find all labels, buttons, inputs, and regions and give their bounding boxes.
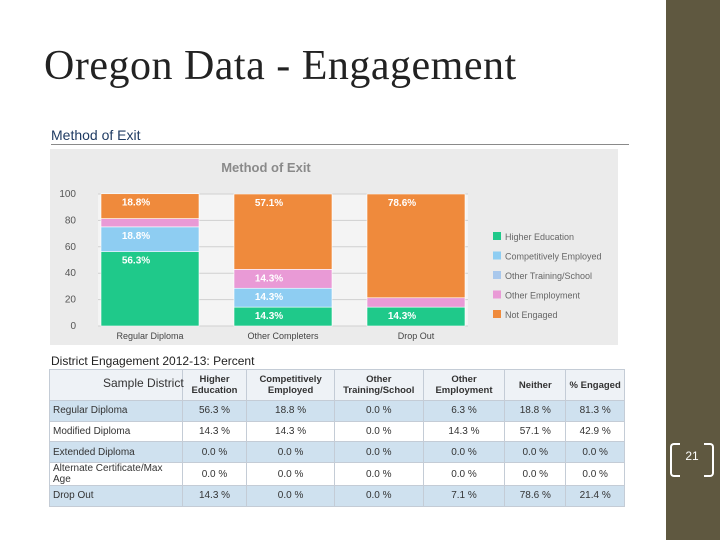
x-tick-label: Drop Out: [398, 331, 435, 341]
table-row: Extended Diploma 0.0 % 0.0 % 0.0 % 0.0 %…: [49, 441, 625, 464]
row-label: Extended Diploma: [49, 441, 183, 464]
table-cell: 18.8 %: [504, 400, 567, 422]
section-title: Method of Exit: [51, 127, 141, 143]
table-header-cell: Neither: [504, 369, 567, 401]
legend-label: Not Engaged: [505, 310, 558, 320]
table-cell: 56.3 %: [181, 400, 248, 422]
table-cell: 0.0 %: [565, 441, 625, 464]
section-divider: [51, 144, 629, 145]
table-cell: 42.9 %: [565, 420, 625, 443]
data-label: 14.3%: [255, 311, 283, 322]
y-tick-label: 80: [65, 215, 77, 226]
row-label: Alternate Certificate/Max Age: [49, 462, 183, 487]
table-cell: 0.0 %: [246, 485, 335, 507]
table-cell: 0.0 %: [422, 462, 506, 487]
table-row: Alternate Certificate/Max Age 0.0 % 0.0 …: [49, 462, 625, 487]
method-of-exit-chart: Method of Exit 0 20 40 60 80 100 56.3% 18.8% 18.8…: [59, 160, 602, 341]
data-label: 18.8%: [122, 198, 150, 209]
legend-label: Other Employment: [505, 291, 581, 301]
table-header-cell: Other Training/School: [333, 369, 424, 401]
engagement-table: Higher Education Competitively Employed …: [49, 369, 625, 507]
bar-segment: [366, 297, 466, 308]
x-tick-label: Regular Diploma: [116, 331, 183, 341]
table-cell: 0.0 %: [181, 441, 248, 464]
bracket-left-icon: [670, 443, 680, 477]
table-cell: 7.1 %: [422, 485, 506, 507]
table-header-cell: Other Employment: [422, 369, 506, 401]
data-label: 14.3%: [255, 273, 283, 284]
table-header-row: Higher Education Competitively Employed …: [49, 369, 625, 401]
table-cell: 14.3 %: [181, 420, 248, 443]
table-cell: 14.3 %: [422, 420, 506, 443]
table-cell: 81.3 %: [565, 400, 625, 422]
table-row: Regular Diploma 56.3 % 18.8 % 0.0 % 6.3 …: [49, 400, 625, 422]
data-label: 18.8%: [122, 231, 150, 242]
table-cell: 78.6 %: [504, 485, 567, 507]
table-cell: 0.0 %: [504, 462, 567, 487]
y-tick-label: 0: [70, 321, 76, 332]
table-row: Drop Out 14.3 % 0.0 % 0.0 % 7.1 % 78.6 %…: [49, 485, 625, 507]
bar-segment: [366, 193, 466, 299]
row-label: Drop Out: [49, 485, 183, 507]
bar-segment: [233, 193, 333, 270]
table-title: District Engagement 2012-13: Percent: [51, 354, 255, 368]
y-tick-label: 20: [65, 295, 77, 306]
table-cell: 0.0 %: [504, 441, 567, 464]
y-tick-label: 100: [59, 189, 76, 200]
table-header-cell: % Engaged: [565, 369, 625, 401]
data-label: 14.3%: [388, 311, 416, 322]
table-cell: 14.3 %: [181, 485, 248, 507]
table-cell: 0.0 %: [422, 441, 506, 464]
method-of-exit-figure: Method of Exit Method of Exit 0 20 40 60 80 10…: [48, 125, 630, 507]
table-cell: 57.1 %: [504, 420, 567, 443]
table-header-cell: Competitively Employed: [246, 369, 335, 401]
y-tick-label: 60: [65, 242, 77, 253]
data-label: 57.1%: [255, 198, 283, 209]
slide-side-bar: [666, 0, 720, 540]
table-cell: 0.0 %: [333, 400, 424, 422]
y-tick-label: 40: [65, 268, 77, 279]
table-header-cell: Higher Education: [181, 369, 248, 401]
bar-segment: [100, 193, 200, 219]
legend-label: Other Training/School: [505, 271, 592, 281]
legend-label: Competitively Employed: [505, 252, 602, 262]
x-tick-label: Other Completers: [247, 331, 319, 341]
table-cell: 21.4 %: [565, 485, 625, 507]
data-label: 56.3%: [122, 256, 150, 267]
legend-swatch: [493, 271, 501, 279]
sample-district-label: Sample District: [103, 376, 184, 390]
legend-label: Higher Education: [505, 232, 574, 242]
table-cell: 0.0 %: [333, 441, 424, 464]
table-cell: 14.3 %: [246, 420, 335, 443]
row-label: Regular Diploma: [49, 400, 183, 422]
legend-swatch: [493, 290, 501, 299]
table-cell: 0.0 %: [565, 462, 625, 487]
data-label: 78.6%: [388, 198, 416, 209]
table-header-corner: [49, 369, 183, 401]
chart-panel: Method of Exit 0 20 40 60 80 100 56.3% 18.8% 18.8…: [50, 149, 618, 345]
table-cell: 0.0 %: [333, 420, 424, 443]
bar-segment: [100, 218, 200, 228]
bracket-right-icon: [704, 443, 714, 477]
legend-swatch: [493, 310, 501, 318]
legend-swatch: [493, 232, 501, 240]
table-cell: 6.3 %: [422, 400, 506, 422]
data-label: 14.3%: [255, 292, 283, 303]
slide-title: Oregon Data - Engagement: [44, 43, 517, 89]
page-number-badge: 21: [670, 441, 714, 479]
table-row: Modified Diploma 14.3 % 14.3 % 0.0 % 14.…: [49, 420, 625, 443]
table-cell: 0.0 %: [246, 462, 335, 487]
legend-swatch: [493, 251, 501, 260]
bar-segment: [100, 251, 200, 327]
row-label: Modified Diploma: [49, 420, 183, 443]
table-cell: 0.0 %: [246, 441, 335, 464]
chart-title: Method of Exit: [221, 160, 311, 175]
table-cell: 18.8 %: [246, 400, 335, 422]
page-number: 21: [685, 449, 699, 463]
table-cell: 0.0 %: [181, 462, 248, 487]
table-cell: 0.0 %: [333, 485, 424, 507]
table-cell: 0.0 %: [333, 462, 424, 487]
